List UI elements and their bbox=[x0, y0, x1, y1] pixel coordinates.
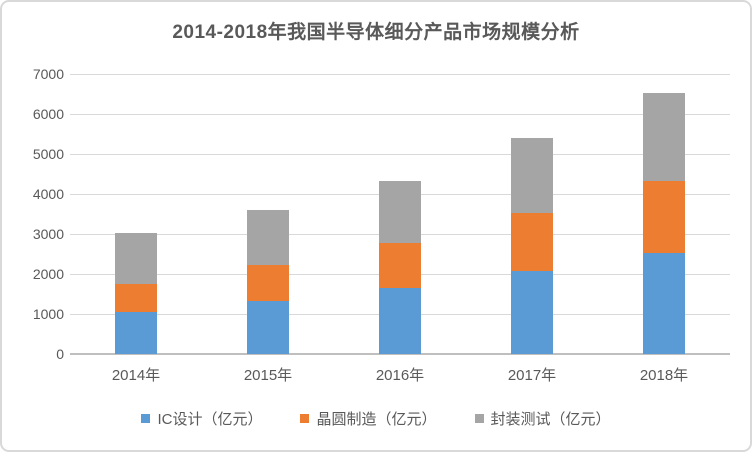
legend-label-packaging-testing: 封装测试（亿元） bbox=[490, 411, 611, 428]
y-axis-label-4000: 4000 bbox=[32, 186, 64, 202]
legend-item-ic-design: IC设计（亿元） bbox=[141, 408, 262, 429]
y-axis-label-3000: 3000 bbox=[32, 226, 64, 242]
y-axis-label-1000: 1000 bbox=[32, 306, 64, 322]
bar-2015-packaging-testing bbox=[247, 209, 289, 265]
x-axis-label-2014: 2014年 bbox=[111, 367, 161, 384]
x-axis-label-2018: 2018年 bbox=[639, 367, 689, 384]
legend-item-wafer-fabrication: 晶圆制造（亿元） bbox=[300, 408, 437, 429]
bar-2015-ic-design bbox=[247, 301, 289, 354]
bar-2017-wafer-fabrication bbox=[511, 213, 553, 272]
bar-2018-packaging-testing bbox=[643, 92, 685, 181]
bar-2015-wafer-fabrication bbox=[247, 264, 289, 301]
legend-marker-wafer-fabrication bbox=[300, 414, 310, 423]
legend-label-wafer-fabrication: 晶圆制造（亿元） bbox=[316, 411, 437, 428]
legend-marker-ic-design bbox=[141, 414, 151, 423]
bar-2016-ic-design bbox=[379, 288, 421, 354]
bar-2017-packaging-testing bbox=[511, 137, 553, 214]
legend-label-ic-design: IC设计（亿元） bbox=[157, 411, 263, 428]
bar-2014-ic-design bbox=[115, 312, 157, 354]
gridline-6000 bbox=[70, 114, 730, 115]
chart-legend: IC设计（亿元） 晶圆制造（亿元） 封装测试（亿元） bbox=[2, 408, 750, 429]
bar-2018-ic-design bbox=[643, 253, 685, 354]
legend-item-packaging-testing: 封装测试（亿元） bbox=[474, 408, 611, 429]
bar-2014-packaging-testing bbox=[115, 233, 157, 284]
bar-2018-wafer-fabrication bbox=[643, 180, 685, 254]
x-axis-line bbox=[70, 353, 730, 355]
gridline-7000 bbox=[70, 74, 730, 75]
x-axis-label-2017: 2017年 bbox=[507, 367, 557, 384]
x-axis-label-2016: 2016年 bbox=[375, 367, 425, 384]
bar-2016-packaging-testing bbox=[379, 180, 421, 244]
bar-2017-ic-design bbox=[511, 271, 553, 354]
y-axis-label-2000: 2000 bbox=[32, 266, 64, 282]
chart-title: 2014-2018年我国半导体细分产品市场规模分析 bbox=[172, 22, 580, 43]
bar-2016-wafer-fabrication bbox=[379, 243, 421, 289]
legend-marker-packaging-testing bbox=[474, 414, 484, 423]
y-axis-label-7000: 7000 bbox=[32, 66, 64, 82]
y-axis-label-0: 0 bbox=[56, 346, 64, 362]
gridline-5000 bbox=[70, 154, 730, 155]
bar-2014-wafer-fabrication bbox=[115, 283, 157, 313]
y-axis-label-6000: 6000 bbox=[32, 106, 64, 122]
y-axis-label-5000: 5000 bbox=[32, 146, 64, 162]
x-axis-label-2015: 2015年 bbox=[243, 367, 293, 384]
